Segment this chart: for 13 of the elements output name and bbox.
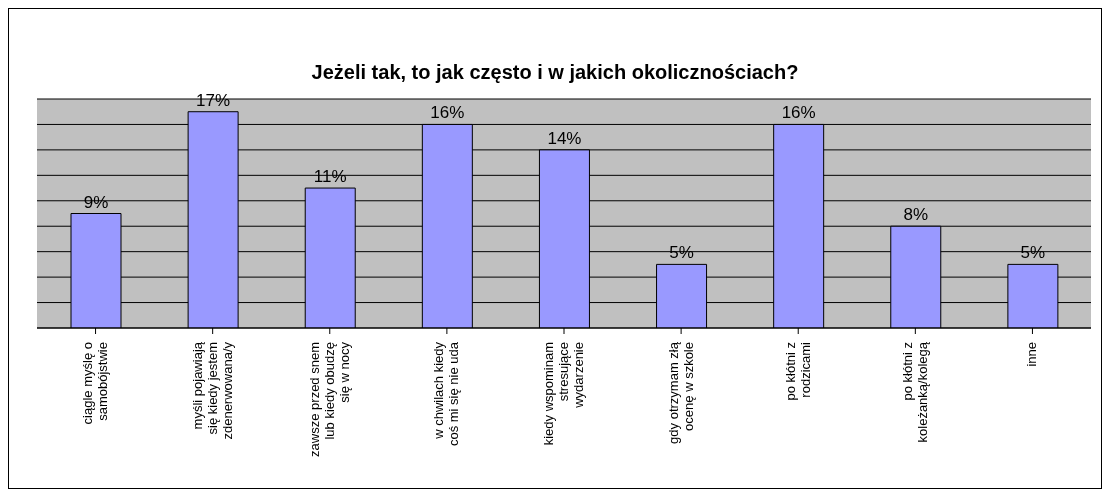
x-tick-label: kiedy wspominam stresujące wydarzenie — [541, 342, 586, 446]
x-tick-label: inne — [1024, 342, 1040, 367]
x-tick-label: zawsze przed snem lub kiedy obudzę się w nocy — [306, 341, 352, 457]
data-label: 16% — [781, 103, 816, 123]
data-label: 16% — [430, 103, 465, 123]
data-label: 8% — [903, 205, 929, 225]
chart-title: Jeżeli tak, to jak często i w jakich okolicznościach? — [310, 61, 800, 84]
data-label: 17% — [196, 90, 231, 110]
data-label: 14% — [547, 128, 582, 148]
x-tick-label: po kłótni z rodzicami — [782, 341, 813, 401]
x-tick-label: ciągle myślę o samobójstwie — [80, 342, 111, 425]
x-tick-label: gdy otrzymam złą ocenę w szkole — [665, 341, 696, 444]
x-tick-label: po kłótni z koleżanką/kolegą — [899, 341, 930, 443]
